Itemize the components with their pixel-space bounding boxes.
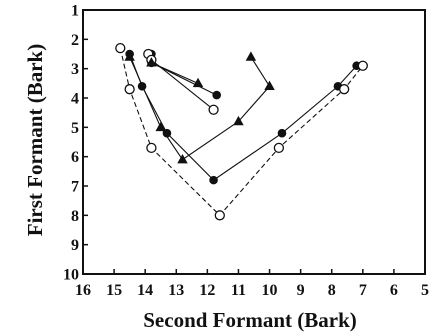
y-tick-label: 4 [71, 91, 79, 108]
x-axis-title: Second Formant (Bark) [143, 308, 357, 332]
series-4 [143, 48, 219, 115]
data-point-open-circle [146, 142, 157, 154]
series-line [129, 53, 358, 181]
x-tick-label: 5 [421, 282, 429, 299]
x-tick-label: 8 [328, 282, 336, 299]
series-line [119, 48, 364, 217]
series-6 [146, 57, 204, 88]
data-point-filled-circle [277, 128, 287, 138]
y-tick-label: 10 [63, 267, 79, 284]
y-tick-label: 9 [71, 237, 79, 254]
y-tick-label: 2 [71, 32, 79, 49]
data-point-open-circle [124, 84, 135, 95]
y-tick-label: 8 [71, 208, 79, 225]
x-tick-label: 14 [137, 282, 153, 299]
data-point-filled-triangle [264, 80, 275, 91]
data-point-filled-circle [212, 90, 221, 100]
y-tick-label: 3 [71, 61, 79, 78]
y-axis-title: First Formant (Bark) [23, 44, 47, 236]
data-point-filled-circle [209, 175, 218, 185]
plot-frame [82, 9, 426, 275]
x-tick-label: 11 [231, 282, 246, 299]
y-tick-label: 5 [71, 120, 79, 137]
data-point-filled-triangle [124, 51, 135, 61]
x-tick-label: 12 [199, 282, 215, 299]
series-line [147, 53, 214, 111]
data-point-filled-triangle [177, 153, 188, 164]
data-point-filled-triangle [155, 121, 166, 132]
data-point-filled-triangle [192, 77, 204, 88]
x-tick-label: 16 [75, 282, 91, 299]
data-point-filled-triangle [146, 57, 157, 67]
y-tick-label: 1 [71, 3, 79, 20]
x-tick-label: 13 [168, 282, 184, 299]
data-point-filled-triangle [245, 51, 257, 61]
x-tick-label: 7 [359, 282, 367, 299]
series-line [150, 54, 217, 96]
series-line [129, 56, 271, 161]
series-5 [124, 51, 275, 164]
series-line [151, 62, 199, 84]
data-point-open-circle [357, 60, 368, 71]
data-point-open-circle [214, 210, 225, 221]
series-layer [115, 42, 368, 221]
y-tick-label: 6 [71, 149, 79, 166]
x-tick-label: 6 [390, 282, 398, 299]
y-tick-label: 7 [71, 179, 79, 196]
series-1 [125, 49, 361, 185]
x-tick-label: 9 [297, 282, 305, 299]
x-tick-label: 15 [106, 282, 122, 299]
series-3 [147, 49, 221, 100]
x-tick-label: 10 [262, 282, 278, 299]
data-point-open-circle [273, 142, 285, 154]
data-point-open-circle [208, 104, 219, 115]
data-point-filled-triangle [233, 115, 244, 126]
data-point-open-circle [115, 42, 126, 54]
data-point-open-circle [339, 84, 350, 95]
series-2 [115, 42, 368, 221]
